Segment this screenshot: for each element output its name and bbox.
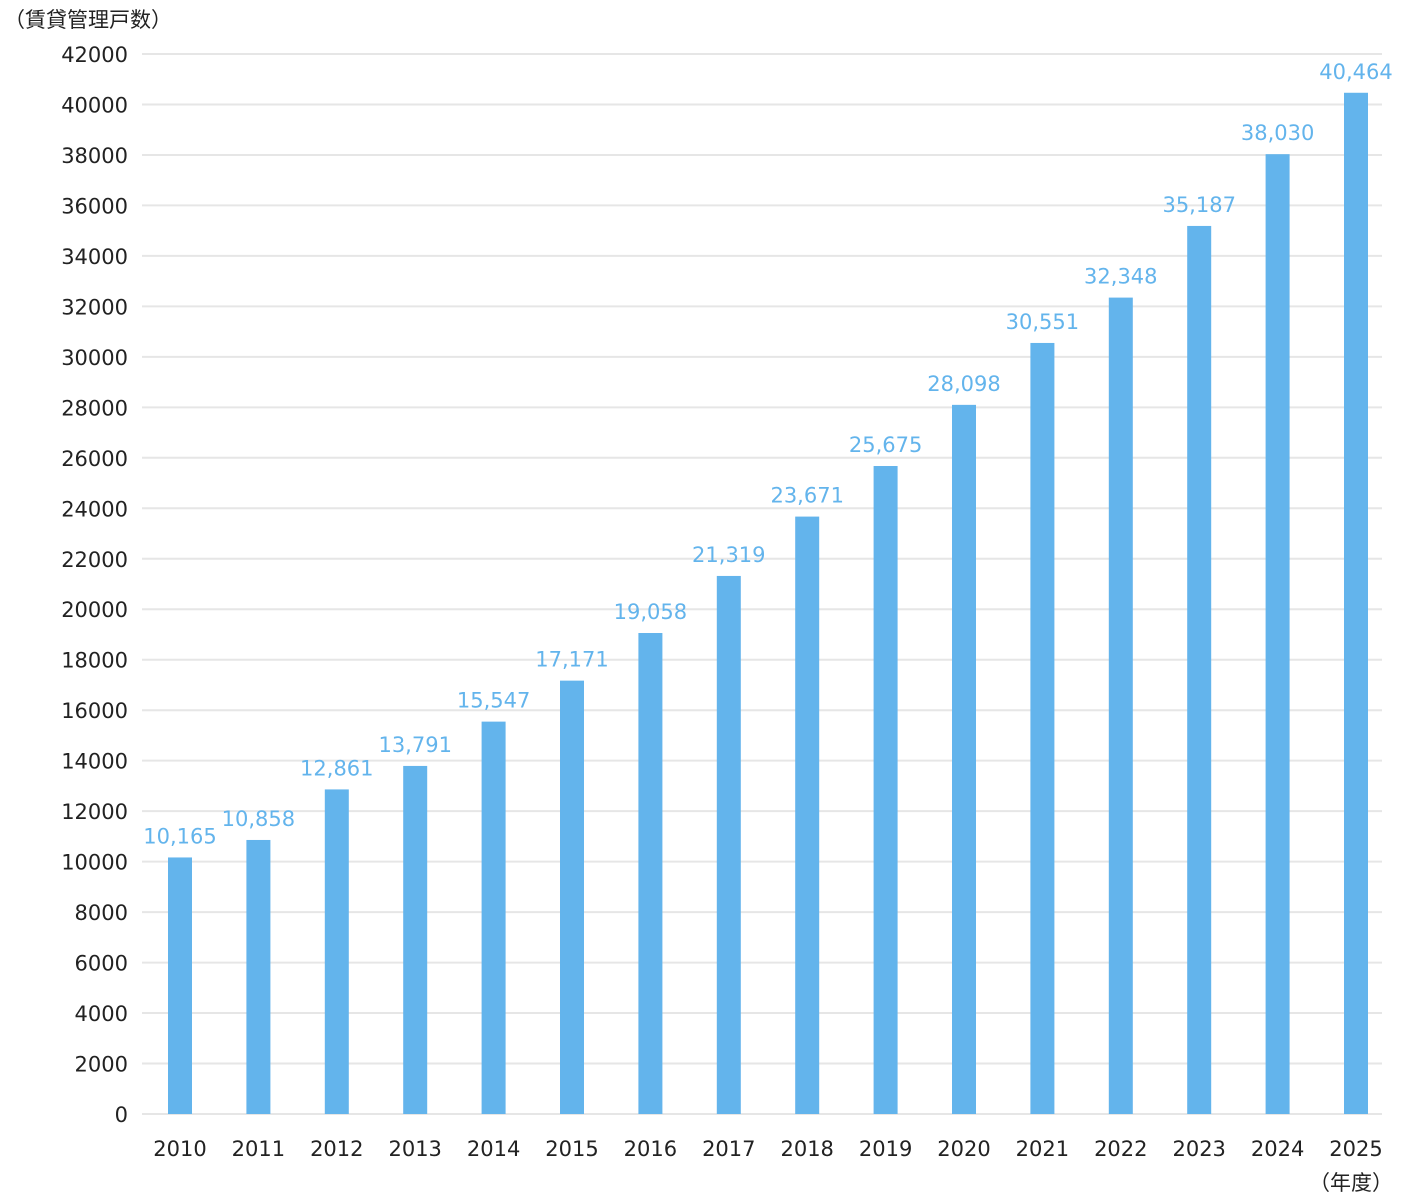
bar bbox=[873, 466, 898, 1114]
data-label: 17,171 bbox=[535, 648, 608, 672]
data-label: 28,098 bbox=[927, 372, 1000, 396]
y-tick-label: 30000 bbox=[61, 346, 128, 370]
x-tick-label: 2010 bbox=[153, 1137, 206, 1161]
y-tick-label: 8000 bbox=[75, 901, 128, 925]
data-label: 15,547 bbox=[457, 689, 530, 713]
y-tick-label: 10000 bbox=[61, 851, 128, 875]
bar bbox=[481, 721, 506, 1114]
y-tick-label: 34000 bbox=[61, 245, 128, 269]
y-tick-label: 32000 bbox=[61, 295, 128, 319]
x-tick-label: 2016 bbox=[624, 1137, 677, 1161]
data-label: 21,319 bbox=[692, 543, 765, 567]
y-tick-label: 4000 bbox=[75, 1002, 128, 1026]
y-tick-label: 28000 bbox=[61, 396, 128, 420]
data-label: 30,551 bbox=[1006, 310, 1079, 334]
y-tick-label: 6000 bbox=[75, 952, 128, 976]
x-axis-ticks: 2010 2011 2012 2013 2014 2015 2016 2017 2018 2019… bbox=[153, 1137, 1382, 1161]
y-tick-label: 12000 bbox=[61, 800, 128, 824]
bar bbox=[795, 516, 820, 1114]
bar bbox=[1344, 92, 1368, 1114]
x-tick-label: 2022 bbox=[1094, 1137, 1147, 1161]
bar bbox=[324, 789, 349, 1114]
y-tick-label: 14000 bbox=[61, 750, 128, 774]
bar bbox=[952, 404, 976, 1114]
y-tick-label: 36000 bbox=[61, 194, 128, 218]
bar bbox=[168, 857, 192, 1114]
bar bbox=[638, 633, 663, 1114]
x-tick-label: 2017 bbox=[702, 1137, 755, 1161]
y-tick-label: 20000 bbox=[61, 598, 128, 622]
x-tick-label: 2014 bbox=[467, 1137, 520, 1161]
x-tick-label: 2019 bbox=[859, 1137, 912, 1161]
y-tick-label: 24000 bbox=[61, 497, 128, 521]
data-label: 13,791 bbox=[378, 733, 451, 757]
x-tick-label: 2024 bbox=[1251, 1137, 1304, 1161]
x-tick-label: 2015 bbox=[545, 1137, 598, 1161]
data-label: 10,165 bbox=[143, 824, 216, 848]
bar bbox=[403, 765, 428, 1114]
x-axis-title: （年度） bbox=[1309, 1171, 1393, 1195]
x-tick-label: 2018 bbox=[780, 1137, 833, 1161]
y-axis-ticks: 0 2000 4000 6000 8000 10000 12000 14000 16000 180… bbox=[61, 43, 128, 1127]
y-tick-label: 16000 bbox=[61, 699, 128, 723]
y-tick-label: 42000 bbox=[61, 43, 128, 67]
data-label: 40,464 bbox=[1319, 60, 1392, 84]
bar bbox=[246, 839, 271, 1114]
data-label: 23,671 bbox=[770, 484, 843, 508]
y-tick-label: 2000 bbox=[75, 1053, 128, 1077]
bar bbox=[716, 575, 741, 1114]
x-tick-label: 2012 bbox=[310, 1137, 363, 1161]
bar bbox=[1265, 154, 1290, 1114]
y-tick-label: 38000 bbox=[61, 144, 128, 168]
bar bbox=[1108, 297, 1133, 1114]
bar bbox=[1187, 225, 1212, 1114]
x-tick-label: 2011 bbox=[232, 1137, 285, 1161]
y-tick-label: 26000 bbox=[61, 447, 128, 471]
y-tick-label: 18000 bbox=[61, 649, 128, 673]
data-label: 38,030 bbox=[1241, 121, 1314, 145]
x-tick-label: 2013 bbox=[388, 1137, 441, 1161]
y-axis-title: （賃貸管理戸数） bbox=[4, 8, 172, 32]
y-tick-label: 40000 bbox=[61, 93, 128, 117]
data-label: 12,861 bbox=[300, 756, 373, 780]
bar bbox=[560, 680, 584, 1114]
data-label: 25,675 bbox=[849, 433, 922, 457]
data-label: 10,858 bbox=[222, 807, 295, 831]
x-tick-label: 2021 bbox=[1016, 1137, 1069, 1161]
data-label: 35,187 bbox=[1162, 193, 1235, 217]
x-tick-label: 2023 bbox=[1172, 1137, 1225, 1161]
y-tick-label: 0 bbox=[115, 1103, 128, 1127]
x-tick-label: 2025 bbox=[1329, 1137, 1382, 1161]
bar bbox=[1030, 342, 1055, 1115]
data-label: 32,348 bbox=[1084, 265, 1157, 289]
y-tick-label: 22000 bbox=[61, 548, 128, 572]
data-label: 19,058 bbox=[614, 600, 687, 624]
x-tick-label: 2020 bbox=[937, 1137, 990, 1161]
bars bbox=[168, 92, 1368, 1115]
